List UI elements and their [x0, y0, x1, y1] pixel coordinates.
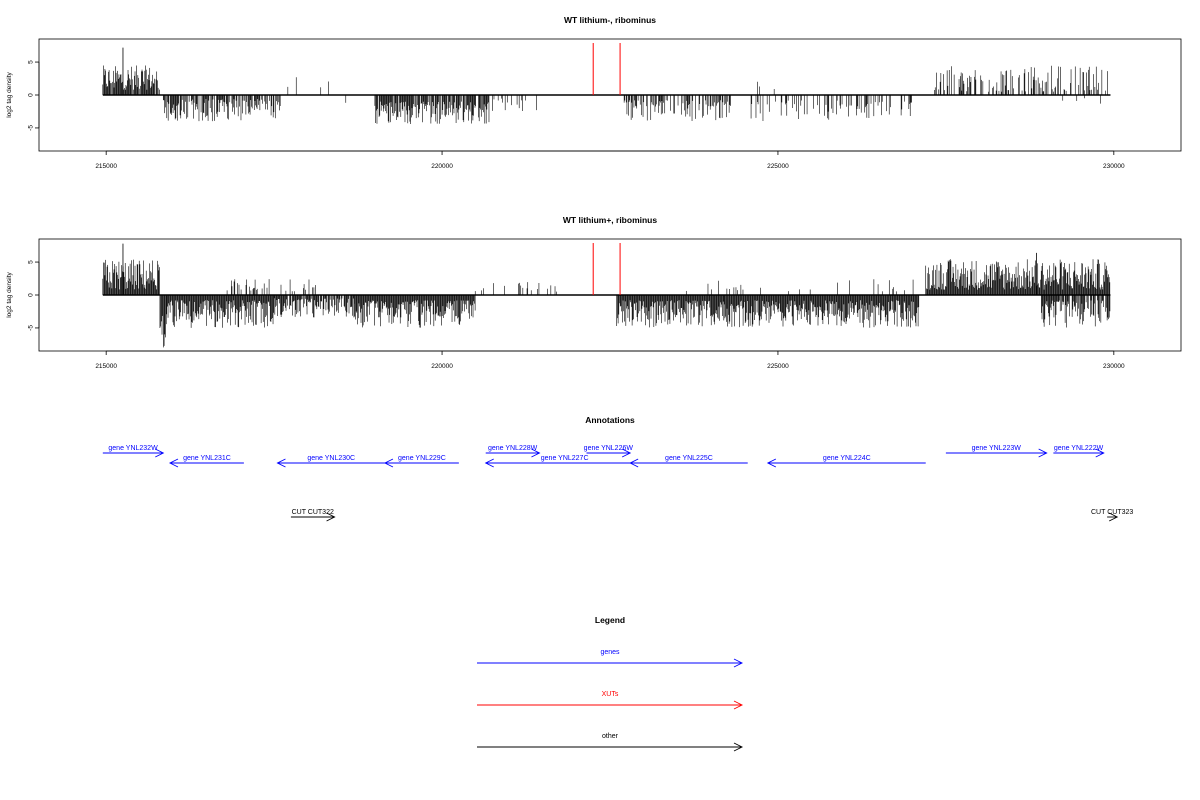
x-axis: 215000 220000 225000 230000	[95, 150, 1125, 170]
gene-feature-label: gene YNL226W	[584, 445, 634, 452]
legend: Legend genes XUTs other	[477, 615, 744, 752]
y-tick-label: 0	[28, 93, 35, 97]
x-tick-label: 215000	[95, 163, 117, 170]
gene-feature: gene YNL222W	[1053, 445, 1105, 458]
y-axis: -5 0 5	[28, 260, 40, 331]
gene-feature: gene YNL227C	[484, 455, 644, 468]
y-tick-label: -5	[28, 325, 35, 331]
x-axis: 215000 220000 225000 230000	[95, 350, 1125, 370]
legend-item-genes: genes	[477, 649, 744, 668]
gene-feature-label: gene YNL222W	[1054, 445, 1104, 452]
gene-feature: gene YNL231C	[168, 455, 244, 468]
panel-title: WT lithium-, ribominus	[564, 15, 656, 25]
gene-feature-label: gene YNL230C	[307, 455, 355, 462]
legend-items: genes XUTs other	[477, 649, 744, 752]
gene-feature: gene YNL229C	[383, 455, 459, 468]
gene-feature: gene YNL226W	[584, 445, 634, 458]
legend-title: Legend	[595, 615, 625, 625]
legend-item-other: other	[477, 733, 744, 752]
gene-feature: gene YNL232W	[102, 445, 165, 458]
track-panel-lithium-minus: WT lithium-, ribominus log2 tag density …	[6, 15, 1182, 170]
other-feature: CUT CUT322	[290, 509, 336, 522]
other-feature: CUT CUT323	[1091, 509, 1133, 522]
annotations-title: Annotations	[585, 415, 635, 425]
x-tick-label: 220000	[431, 363, 453, 370]
gene-feature-label: gene YNL227C	[541, 455, 589, 462]
gene-feature: gene YNL230C	[276, 455, 385, 468]
gene-feature: gene YNL225C	[629, 455, 748, 468]
x-tick-label: 230000	[1103, 363, 1125, 370]
gene-feature-label: gene YNL228W	[488, 445, 538, 452]
y-axis-label: log2 tag density	[6, 271, 13, 317]
gene-feature-label: gene YNL231C	[183, 455, 231, 462]
gene-feature: gene YNL224C	[766, 455, 926, 468]
legend-label: other	[602, 733, 619, 740]
x-tick-label: 220000	[431, 163, 453, 170]
gene-feature: gene YNL223W	[945, 445, 1048, 458]
other-feature-label: CUT CUT322	[292, 509, 334, 516]
x-tick-label: 225000	[767, 163, 789, 170]
y-tick-label: 0	[28, 293, 35, 297]
y-tick-label: -5	[28, 125, 35, 131]
y-tick-label: 5	[28, 60, 35, 64]
signal-bars	[102, 47, 1111, 124]
gene-feature-label: gene YNL223W	[972, 445, 1022, 452]
y-axis-label: log2 tag density	[6, 71, 13, 117]
y-axis: -5 0 5	[28, 60, 40, 131]
gene-feature-label: gene YNL224C	[823, 455, 871, 462]
xut-markers	[592, 43, 621, 95]
gene-feature-label: gene YNL229C	[398, 455, 446, 462]
x-tick-label: 215000	[95, 363, 117, 370]
y-tick-label: 5	[28, 260, 35, 264]
x-tick-label: 225000	[767, 363, 789, 370]
legend-label: genes	[600, 649, 620, 656]
track-panel-lithium-plus: WT lithium+, ribominus log2 tag density …	[6, 215, 1182, 370]
legend-item-xuts: XUTs	[477, 691, 744, 710]
annotation-features: gene YNL232W gene YNL231C gene YNL230C gene…	[102, 445, 1133, 522]
xut-markers	[592, 243, 621, 295]
gene-feature-label: gene YNL225C	[665, 455, 713, 462]
panel-title: WT lithium+, ribominus	[563, 215, 657, 225]
legend-label: XUTs	[602, 691, 619, 698]
other-feature-label: CUT CUT323	[1091, 509, 1133, 516]
gene-feature-label: gene YNL232W	[108, 445, 158, 452]
signal-bars	[102, 243, 1111, 348]
x-tick-label: 230000	[1103, 163, 1125, 170]
gene-feature: gene YNL228W	[485, 445, 541, 458]
